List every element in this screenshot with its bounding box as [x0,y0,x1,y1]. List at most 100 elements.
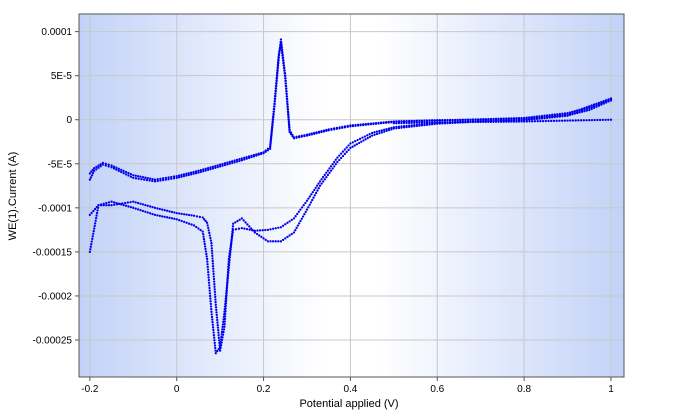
data-point [134,201,137,204]
data-point [139,202,142,205]
data-point [107,165,110,168]
data-point [590,104,593,107]
data-point [441,121,444,124]
data-point [163,215,166,218]
data-point [243,227,246,230]
data-point [277,226,280,229]
data-point [358,137,362,140]
data-point [456,121,459,124]
data-point [206,166,210,170]
data-point [332,128,336,131]
data-point [224,304,227,308]
data-point [436,121,439,124]
data-point [90,242,93,246]
data-point [368,132,371,136]
data-point [117,167,120,170]
data-point [101,163,105,166]
data-point [192,170,195,174]
data-point [95,205,98,209]
data-point [201,230,204,233]
data-point [205,257,209,261]
data-point [121,202,124,205]
data-point [232,222,235,225]
data-point [538,116,541,119]
data-point [484,120,487,124]
data-point [250,154,253,157]
data-point [284,223,287,226]
data-point [522,120,526,123]
data-point [99,163,102,166]
data-point [91,168,94,172]
data-point [378,129,381,133]
data-point [454,121,457,124]
data-point [351,124,355,128]
data-point [343,148,346,151]
data-point [298,222,301,225]
data-point [520,120,523,123]
data-point [207,271,210,274]
data-point [317,131,321,134]
data-point [243,156,246,159]
data-point [561,115,564,118]
data-point [385,127,388,131]
data-point [289,132,293,136]
data-point [273,97,277,100]
data-point [206,224,209,227]
data-point [238,159,241,163]
data-point [505,117,508,120]
data-point [515,117,518,120]
data-point [474,120,477,124]
data-point [210,313,213,316]
data-point [122,169,125,173]
data-point [525,116,528,119]
data-point [588,105,591,108]
data-point [183,220,186,224]
data-point [197,171,200,174]
data-point [489,117,493,121]
data-point [211,252,214,255]
data-point [214,295,217,299]
data-point [228,255,231,258]
data-point [285,100,289,103]
data-point [423,119,426,123]
data-point [134,207,137,210]
data-point [377,122,380,125]
x-tick-label: 0 [174,384,180,395]
data-point [341,154,345,158]
data-point [132,176,135,180]
data-point [211,165,215,168]
data-point [225,291,228,295]
data-point [199,228,202,232]
data-point [420,123,424,126]
data-point [284,87,288,90]
data-point [156,214,159,217]
data-point [287,115,290,118]
data-point [153,180,157,183]
data-point [609,99,613,102]
data-point [210,308,213,311]
data-point [211,323,214,326]
data-point [566,112,569,116]
data-point [413,123,416,127]
data-point [190,223,193,226]
data-point [118,202,121,206]
data-point [553,114,556,117]
data-point [271,115,275,118]
data-point [311,198,314,202]
data-point [214,166,217,169]
data-point [287,123,291,126]
data-point [218,165,222,168]
data-point [178,219,181,222]
y-tick-label: -0.0001 [38,203,72,214]
data-point [266,240,270,243]
data-point [502,120,505,123]
data-point [190,171,193,174]
data-point [297,210,300,213]
data-point [209,294,212,298]
data-point [573,110,576,113]
data-point [124,173,128,176]
data-point [212,331,215,334]
data-point [240,217,244,220]
data-point [93,167,96,170]
data-point [382,121,385,125]
